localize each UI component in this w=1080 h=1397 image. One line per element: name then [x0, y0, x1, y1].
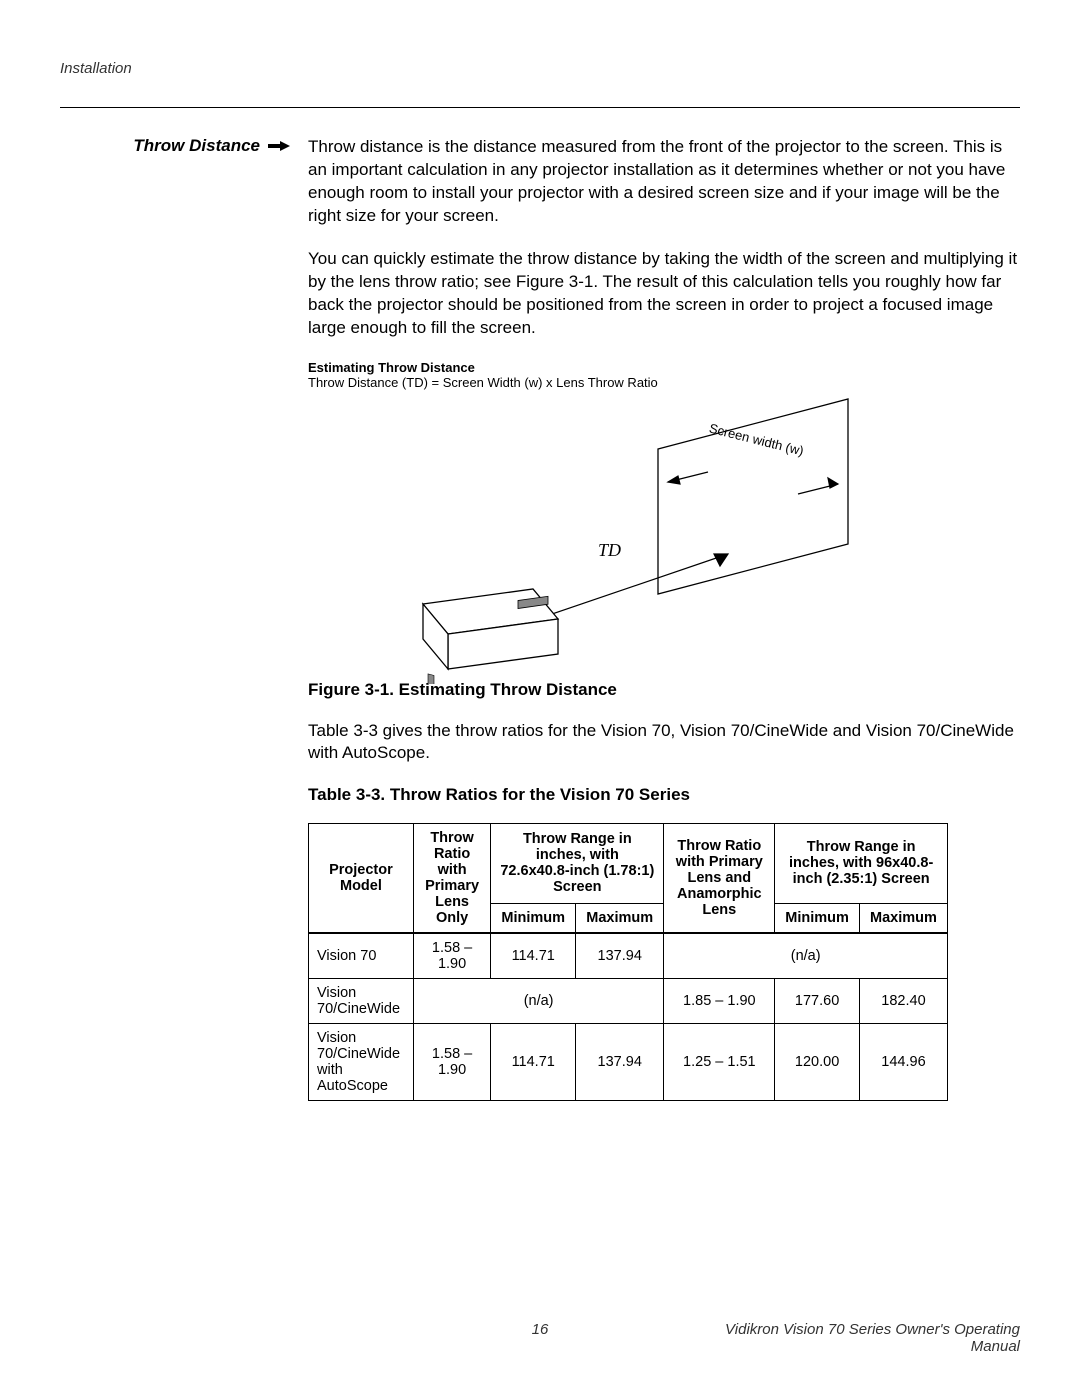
- right-column: Throw distance is the distance measured …: [308, 136, 1020, 1101]
- cell-max-178: 137.94: [576, 933, 664, 979]
- left-column: Throw Distance: [60, 136, 290, 1101]
- content-columns: Throw Distance Throw distance is the dis…: [60, 136, 1020, 1101]
- cell-max-178: 137.94: [576, 1024, 664, 1101]
- side-heading-text: Throw Distance: [133, 136, 260, 156]
- table-header-row-1: Projector Model Throw Ratio with Primary…: [309, 824, 948, 903]
- cell-ratio-anamorphic: 1.85 – 1.90: [664, 979, 775, 1024]
- col-min-178: Minimum: [491, 903, 576, 933]
- estimate-formula: Throw Distance (TD) = Screen Width (w) x…: [308, 375, 948, 390]
- footer-title: Vidikron Vision 70 Series Owner's Operat…: [700, 1321, 1020, 1355]
- footer-spacer: [60, 1321, 380, 1355]
- cell-ratio-primary: 1.58 – 1.90: [413, 933, 490, 979]
- paragraph-2: You can quickly estimate the throw dista…: [308, 248, 1020, 340]
- throw-distance-diagram: Estimating Throw Distance Throw Distance…: [308, 360, 948, 650]
- cell-na-right: (n/a): [664, 933, 948, 979]
- page: Installation Throw Distance Throw distan…: [0, 0, 1080, 1141]
- paragraph-1: Throw distance is the distance measured …: [308, 136, 1020, 228]
- cell-model: Vision 70: [309, 933, 414, 979]
- side-heading: Throw Distance: [133, 136, 290, 156]
- col-ratio-anamorphic: Throw Ratio with Primary Lens and Anamor…: [664, 824, 775, 934]
- table-title: Table 3-3. Throw Ratios for the Vision 7…: [308, 785, 1020, 805]
- col-model: Projector Model: [309, 824, 414, 934]
- cell-ratio-primary: 1.58 – 1.90: [413, 1024, 490, 1101]
- table-row: Vision 70/CineWide (n/a) 1.85 – 1.90 177…: [309, 979, 948, 1024]
- cell-min-178: 114.71: [491, 1024, 576, 1101]
- header-section: Installation: [60, 60, 1020, 77]
- diagram-svg: [308, 394, 948, 684]
- col-min-235: Minimum: [775, 903, 860, 933]
- throw-ratio-table: Projector Model Throw Ratio with Primary…: [308, 823, 948, 1101]
- page-number: 16: [380, 1321, 700, 1355]
- col-max-178: Maximum: [576, 903, 664, 933]
- cell-model: Vision 70/CineWide with AutoScope: [309, 1024, 414, 1101]
- td-label: TD: [598, 540, 621, 561]
- table-row: Vision 70 1.58 – 1.90 114.71 137.94 (n/a…: [309, 933, 948, 979]
- cell-ratio-anamorphic: 1.25 – 1.51: [664, 1024, 775, 1101]
- top-rule: [60, 107, 1020, 108]
- table-head: Projector Model Throw Ratio with Primary…: [309, 824, 948, 934]
- table-row: Vision 70/CineWide with AutoScope 1.58 –…: [309, 1024, 948, 1101]
- paragraph-3: Table 3-3 gives the throw ratios for the…: [308, 720, 1020, 766]
- cell-max-235: 144.96: [859, 1024, 947, 1101]
- cell-min-235: 177.60: [775, 979, 860, 1024]
- page-footer: 16 Vidikron Vision 70 Series Owner's Ope…: [60, 1321, 1020, 1355]
- cell-model: Vision 70/CineWide: [309, 979, 414, 1024]
- col-max-235: Maximum: [859, 903, 947, 933]
- table-body: Vision 70 1.58 – 1.90 114.71 137.94 (n/a…: [309, 933, 948, 1101]
- cell-min-235: 120.00: [775, 1024, 860, 1101]
- col-range-178: Throw Range in inches, with 72.6x40.8-in…: [491, 824, 664, 903]
- arrow-right-icon: [268, 141, 290, 151]
- cell-max-235: 182.40: [859, 979, 947, 1024]
- cell-na-left: (n/a): [413, 979, 663, 1024]
- cell-min-178: 114.71: [491, 933, 576, 979]
- col-range-235: Throw Range in inches, with 96x40.8-inch…: [775, 824, 948, 903]
- estimate-title: Estimating Throw Distance: [308, 360, 948, 375]
- col-ratio-primary: Throw Ratio with Primary Lens Only: [413, 824, 490, 934]
